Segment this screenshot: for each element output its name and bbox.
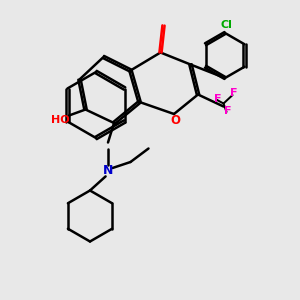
Text: HO: HO: [51, 115, 69, 125]
Text: Cl: Cl: [220, 20, 232, 30]
Text: N: N: [103, 164, 113, 178]
Text: O: O: [170, 114, 181, 127]
Text: F: F: [230, 88, 238, 98]
Text: F: F: [224, 106, 232, 116]
Text: F: F: [214, 94, 221, 104]
